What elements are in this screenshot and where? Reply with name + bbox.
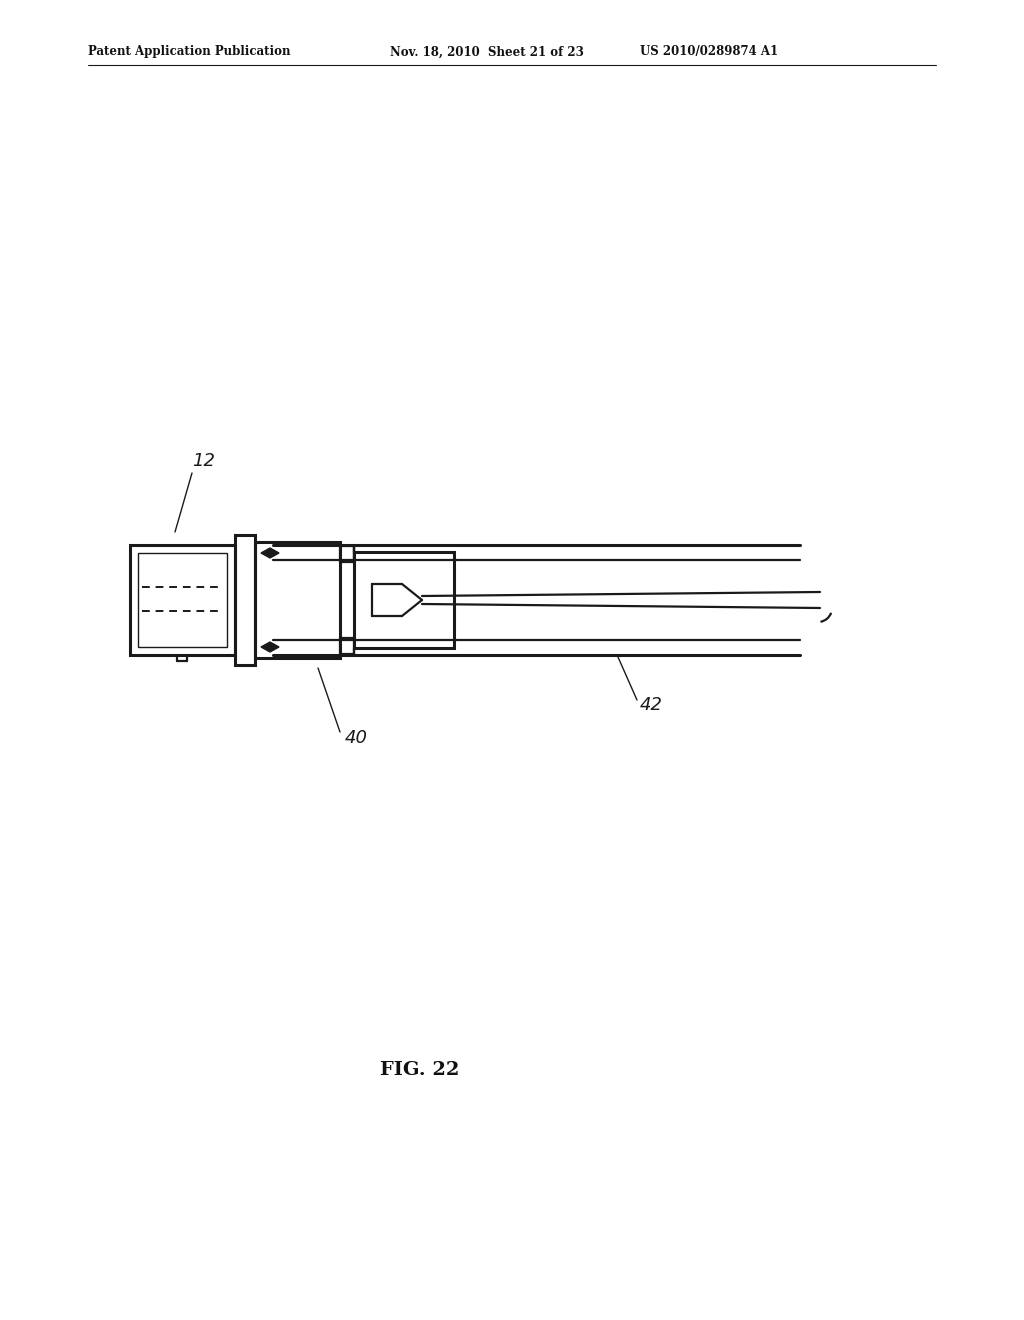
Bar [340,546,354,562]
Text: Nov. 18, 2010  Sheet 21 of 23: Nov. 18, 2010 Sheet 21 of 23 [390,45,584,58]
Text: 12: 12 [193,451,215,470]
Text: Patent Application Publication: Patent Application Publication [88,45,291,58]
Text: 42: 42 [640,696,663,714]
Bar [354,552,454,648]
Polygon shape [261,548,279,558]
Polygon shape [261,642,279,652]
Bar [234,535,255,665]
Bar [255,543,340,657]
Bar [130,545,234,655]
Text: 40: 40 [345,729,368,747]
Text: FIG. 22: FIG. 22 [380,1061,460,1078]
Text: US 2010/0289874 A1: US 2010/0289874 A1 [640,45,778,58]
Bar [138,553,227,647]
Bar [340,638,354,653]
